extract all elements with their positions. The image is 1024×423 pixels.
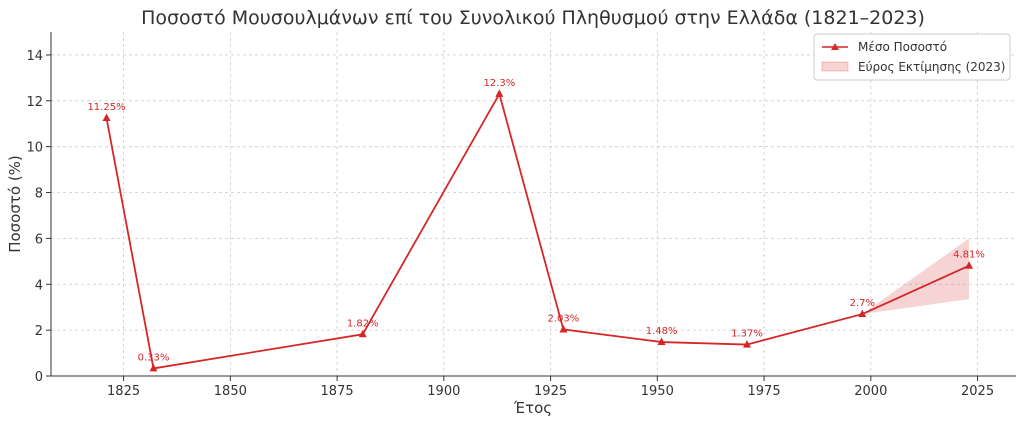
x-tick-label: 1950 bbox=[641, 384, 674, 399]
y-tick-label: 2 bbox=[35, 324, 43, 339]
x-tick-label: 1850 bbox=[214, 384, 247, 399]
y-tick-label: 14 bbox=[26, 49, 43, 64]
data-point-marker bbox=[742, 340, 751, 348]
axes: 1825 1850 1875 1900 1925 1950 1975 2000 2025 0 2 4 6… bbox=[26, 32, 1016, 399]
data-label: 0.33% bbox=[138, 352, 170, 363]
data-point-marker bbox=[965, 261, 974, 269]
data-point-marker bbox=[559, 324, 568, 333]
x-tick-label: 1975 bbox=[748, 384, 781, 399]
series-line bbox=[105, 91, 970, 370]
data-label: 1.37% bbox=[731, 329, 763, 340]
y-tick-label: 0 bbox=[35, 370, 43, 385]
data-point-marker bbox=[858, 309, 867, 318]
y-tick-label: 6 bbox=[35, 232, 43, 247]
chart-title: Ποσοστό Μουσουλμάνων επί του Συνολικού Π… bbox=[141, 7, 925, 29]
data-label: 1.82% bbox=[347, 318, 379, 329]
legend-label-band: Εύρος Εκτίμησης (2023) bbox=[858, 60, 1006, 74]
y-tick-label: 10 bbox=[26, 141, 43, 156]
x-tick-label: 1825 bbox=[107, 384, 140, 399]
data-point-marker bbox=[149, 363, 158, 372]
legend-band-swatch bbox=[821, 61, 849, 72]
data-label: 12.3% bbox=[483, 78, 515, 89]
y-tick-label: 4 bbox=[35, 278, 43, 293]
y-tick-label: 8 bbox=[35, 187, 43, 202]
x-tick-label: 1875 bbox=[321, 384, 354, 399]
data-label: 2.03% bbox=[547, 313, 579, 324]
data-label: 11.25% bbox=[87, 102, 125, 113]
x-axis-label: Έτος bbox=[513, 399, 552, 417]
x-tick-label: 2000 bbox=[854, 384, 887, 399]
y-axis-label: Ποσοστό (%) bbox=[6, 155, 24, 253]
y-tick-label: 12 bbox=[26, 95, 43, 110]
series-line-layer bbox=[102, 89, 974, 372]
data-label: 4.81% bbox=[953, 250, 985, 261]
x-tick-label: 2025 bbox=[961, 384, 994, 399]
data-label: 2.7% bbox=[850, 298, 875, 309]
x-tick-label: 1925 bbox=[534, 384, 567, 399]
axis-spines bbox=[50, 32, 1016, 377]
data-point-marker bbox=[657, 337, 666, 346]
data-point-marker bbox=[358, 329, 367, 338]
legend-box bbox=[813, 33, 1011, 81]
data-point-marker bbox=[102, 113, 111, 121]
data-labels: 11.25% 0.33% 1.82% 12.3% 2.03% 1.48% 1.37% 2.7%… bbox=[87, 78, 984, 364]
grid bbox=[51, 32, 1016, 377]
x-tick-label: 1900 bbox=[427, 384, 460, 399]
estimate-band-layer bbox=[862, 238, 970, 315]
estimate-band bbox=[862, 238, 970, 315]
data-point-marker bbox=[495, 89, 504, 97]
legend: Μέσο Ποσοστό Εύρος Εκτίμησης (2023) bbox=[813, 33, 1011, 81]
legend-marker-swatch bbox=[831, 43, 839, 50]
data-label: 1.48% bbox=[646, 326, 678, 337]
legend-label-mean: Μέσο Ποσοστό bbox=[858, 40, 947, 54]
